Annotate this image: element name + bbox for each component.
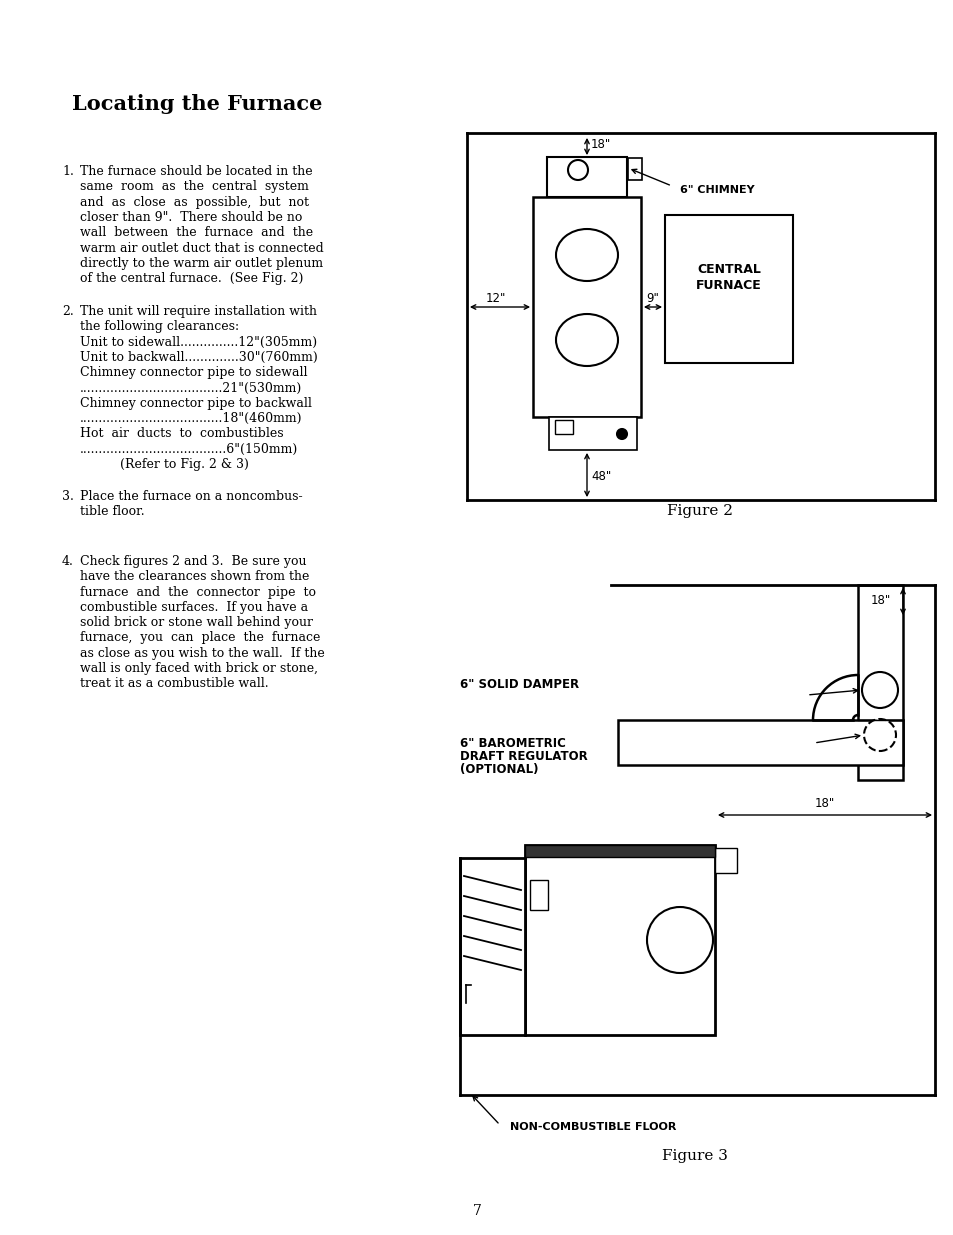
Text: warm air outlet duct that is connected: warm air outlet duct that is connected [80, 242, 323, 254]
Text: closer than 9".  There should be no: closer than 9". There should be no [80, 211, 302, 224]
Text: of the central furnace.  (See Fig. 2): of the central furnace. (See Fig. 2) [80, 272, 303, 285]
Text: 6" SOLID DAMPER: 6" SOLID DAMPER [459, 678, 578, 692]
Text: furnace  and  the  connector  pipe  to: furnace and the connector pipe to [80, 585, 315, 599]
Text: Check figures 2 and 3.  Be sure you: Check figures 2 and 3. Be sure you [80, 555, 306, 568]
Text: 4.: 4. [62, 555, 73, 568]
Bar [548, 417, 637, 450]
Text: Unit to backwall..............30"(760mm): Unit to backwall..............30"(760mm) [80, 351, 317, 364]
Text: the following clearances:: the following clearances: [80, 320, 239, 333]
Text: 9": 9" [646, 291, 659, 305]
Text: Locating the Furnace: Locating the Furnace [71, 94, 322, 114]
Ellipse shape [556, 314, 618, 366]
Bar [524, 845, 714, 1035]
Text: directly to the warm air outlet plenum: directly to the warm air outlet plenum [80, 257, 323, 269]
Bar [618, 720, 902, 764]
Text: Figure 2: Figure 2 [666, 504, 732, 517]
Bar [459, 858, 524, 1035]
Circle shape [862, 672, 897, 708]
Text: The furnace should be located in the: The furnace should be located in the [80, 165, 313, 178]
Bar [524, 845, 714, 857]
Text: .....................................21"(530mm): .....................................21"… [80, 382, 302, 394]
Text: Chimney connector pipe to sidewall: Chimney connector pipe to sidewall [80, 367, 307, 379]
Text: (Refer to Fig. 2 & 3): (Refer to Fig. 2 & 3) [80, 458, 249, 471]
Bar [627, 158, 641, 180]
Text: 1.: 1. [62, 165, 73, 178]
Text: have the clearances shown from the: have the clearances shown from the [80, 571, 309, 583]
Text: Unit to sidewall...............12"(305mm): Unit to sidewall...............12"(305mm… [80, 336, 316, 348]
Text: solid brick or stone wall behind your: solid brick or stone wall behind your [80, 616, 313, 629]
Ellipse shape [556, 228, 618, 282]
Text: FURNACE: FURNACE [696, 279, 761, 291]
Text: 48": 48" [590, 471, 611, 483]
Text: Hot  air  ducts  to  combustibles: Hot air ducts to combustibles [80, 427, 283, 441]
Bar [555, 420, 573, 433]
Text: Place the furnace on a noncombus-: Place the furnace on a noncombus- [80, 490, 302, 503]
Text: (OPTIONAL): (OPTIONAL) [459, 763, 537, 776]
Circle shape [617, 429, 626, 438]
Text: combustible surfaces.  If you have a: combustible surfaces. If you have a [80, 601, 308, 614]
Text: 6" CHIMNEY: 6" CHIMNEY [679, 185, 754, 195]
Text: Chimney connector pipe to backwall: Chimney connector pipe to backwall [80, 396, 312, 410]
Text: wall is only faced with brick or stone,: wall is only faced with brick or stone, [80, 662, 317, 676]
Text: CENTRAL: CENTRAL [697, 263, 760, 275]
Text: treat it as a combustible wall.: treat it as a combustible wall. [80, 678, 269, 690]
Text: 2.: 2. [62, 305, 73, 317]
Text: same  room  as  the  central  system: same room as the central system [80, 180, 309, 194]
Text: tible floor.: tible floor. [80, 505, 145, 519]
Text: furnace,  you  can  place  the  furnace: furnace, you can place the furnace [80, 631, 320, 645]
Text: 3.: 3. [62, 490, 73, 503]
Text: 18": 18" [870, 594, 890, 606]
Text: 7: 7 [472, 1204, 481, 1218]
Text: 12": 12" [485, 291, 506, 305]
Circle shape [863, 719, 895, 751]
Bar [530, 881, 547, 910]
Text: wall  between  the  furnace  and  the: wall between the furnace and the [80, 226, 313, 240]
Bar [533, 198, 640, 417]
Text: 18": 18" [590, 138, 611, 151]
Bar [714, 848, 737, 873]
Text: NON-COMBUSTIBLE FLOOR: NON-COMBUSTIBLE FLOOR [510, 1123, 676, 1132]
Text: as close as you wish to the wall.  If the: as close as you wish to the wall. If the [80, 647, 324, 659]
Text: .....................................18"(460mm): .....................................18"… [80, 412, 302, 425]
Text: 18": 18" [814, 797, 834, 810]
Text: The unit will require installation with: The unit will require installation with [80, 305, 316, 317]
Text: 6" BAROMETRIC: 6" BAROMETRIC [459, 737, 565, 750]
Circle shape [567, 161, 587, 180]
Bar [857, 585, 902, 781]
Bar [546, 157, 626, 198]
Text: and  as  close  as  possible,  but  not: and as close as possible, but not [80, 195, 309, 209]
Text: ......................................6"(150mm): ......................................6"… [80, 442, 298, 456]
Text: DRAFT REGULATOR: DRAFT REGULATOR [459, 750, 587, 763]
Circle shape [646, 906, 712, 973]
Bar [664, 215, 792, 363]
Text: Figure 3: Figure 3 [661, 1149, 727, 1163]
